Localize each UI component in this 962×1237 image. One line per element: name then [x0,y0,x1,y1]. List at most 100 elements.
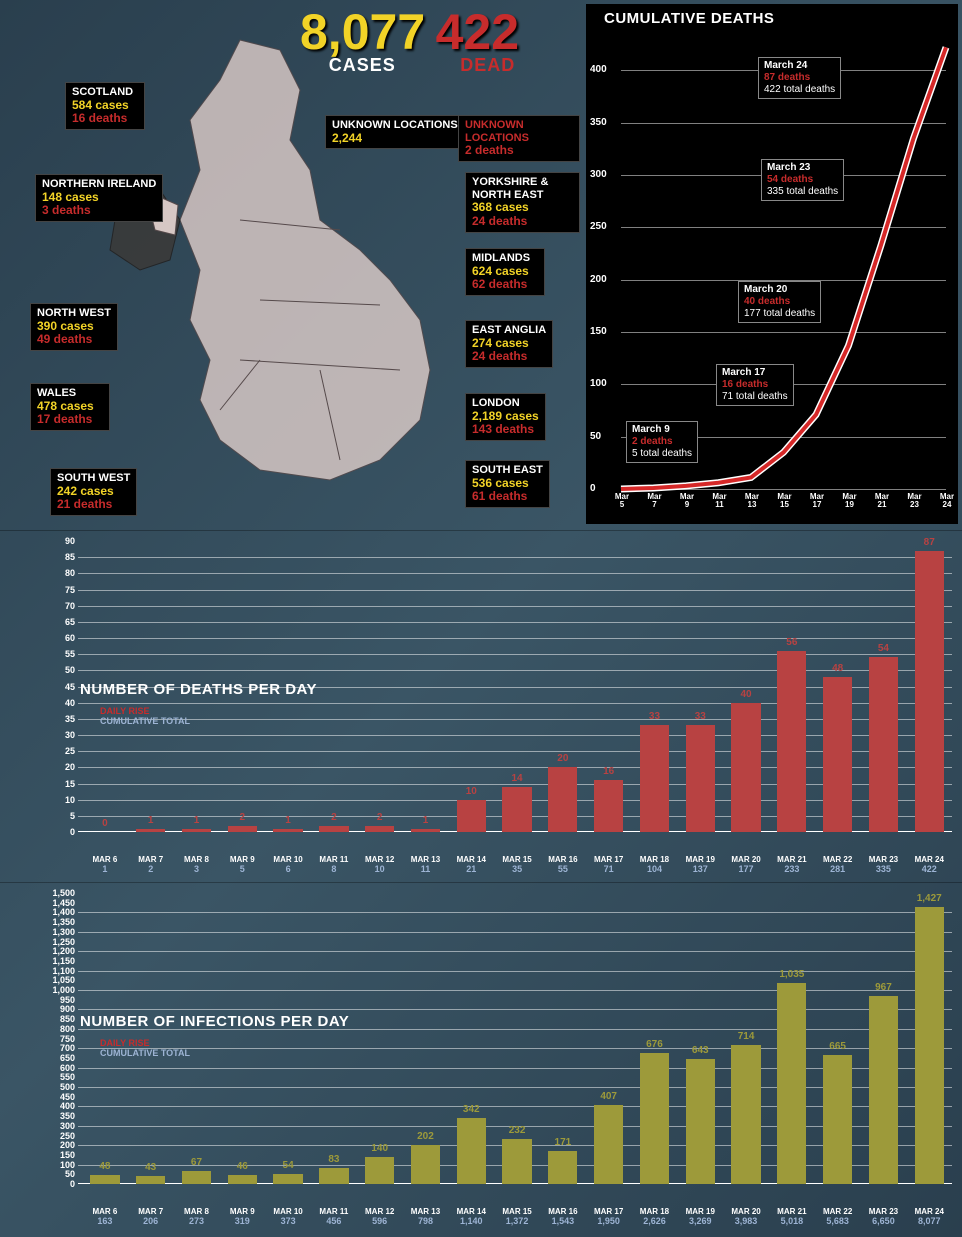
x-axis-label: MAR 8273 [176,1207,218,1226]
x-axis-label: MAR 151,372 [496,1207,538,1226]
bar-column: 967 [863,893,905,1184]
x-axis-label: MAR 95 [221,855,263,874]
deaths-bar-chart: 0510152025303540455055606570758085900112… [0,530,962,882]
headline-dead-label: DEAD [460,55,515,75]
bar-value-label: 676 [646,1039,663,1050]
bar-value-label: 1 [194,815,200,826]
y-axis-label: 250 [40,1131,75,1141]
bar-column: 1 [405,541,447,832]
region-callout: SOUTH WEST242 cases21 deaths [50,468,137,516]
bar: 140 [365,1157,394,1184]
y-axis-label: 1,200 [40,946,75,956]
deaths-chart-legend: DAILY RISE CUMULATIVE TOTAL [100,706,190,726]
bar: 33 [640,725,669,832]
legend-cumulative: CUMULATIVE TOTAL [100,716,190,726]
y-axis-label: 1,400 [40,907,75,917]
y-axis-label: 50 [40,665,75,675]
bar: 967 [869,996,898,1184]
x-axis-label: MAR 19137 [679,855,721,874]
bar-column: 342 [450,893,492,1184]
y-axis-label: 15 [40,779,75,789]
y-axis-label: 5 [40,811,75,821]
bar: 714 [731,1045,760,1184]
x-axis-label: MAR 141,140 [450,1207,492,1226]
y-axis-label: 60 [40,633,75,643]
bar-value-label: 54 [878,643,889,654]
bar: 46 [228,1175,257,1184]
bar: 676 [640,1053,669,1184]
y-axis-label: 500 [40,1082,75,1092]
bar-column: 202 [405,893,447,1184]
cumulative-chart-title: CUMULATIVE DEATHS [586,4,958,29]
bar: 48 [90,1175,119,1184]
x-axis-label: MAR 118 [313,855,355,874]
bar-column: 643 [679,893,721,1184]
bar-column: 20 [542,541,584,832]
bar: 665 [823,1055,852,1184]
headline-dead: 422 [436,10,519,55]
bar-column: 1,427 [908,893,950,1184]
bar-value-label: 20 [557,753,568,764]
bar: 16 [594,780,623,832]
bar-value-label: 33 [649,711,660,722]
x-axis-label: MAR 236,650 [863,1207,905,1226]
bar-value-label: 1 [148,815,154,826]
bar-value-label: 643 [692,1045,709,1056]
bar: 342 [457,1118,486,1184]
bar-column: 54 [267,893,309,1184]
bar-value-label: 232 [509,1125,526,1136]
bar: 48 [823,677,852,832]
bar-value-label: 407 [600,1091,617,1102]
bar-column: 714 [725,893,767,1184]
bar-value-label: 54 [283,1160,294,1171]
bar-column: 83 [313,893,355,1184]
deaths-chart-title: NUMBER OF DEATHS PER DAY [80,681,317,698]
map-area: 8,077 422 CASES DEAD SCOTLAND584 cases16… [0,0,580,530]
bar: 33 [686,725,715,832]
chart-annotation: March 2487 deaths422 total deaths [758,57,841,99]
y-axis-label: 70 [40,601,75,611]
x-axis-label: MAR 13798 [405,1207,447,1226]
y-axis-label: 100 [40,1160,75,1170]
headline-cases: 8,077 [300,10,425,55]
bar-column: 33 [634,541,676,832]
bar-value-label: 2 [377,812,383,823]
x-axis-label: MAR 11456 [313,1207,355,1226]
bar-column: 10 [450,541,492,832]
y-axis-label: 55 [40,649,75,659]
x-axis-label: MAR 72 [130,855,172,874]
bar-value-label: 48 [99,1161,110,1172]
top-section: 8,077 422 CASES DEAD SCOTLAND584 cases16… [0,0,962,530]
bar-column: 54 [863,541,905,832]
region-callout: SOUTH EAST536 cases61 deaths [465,460,550,508]
x-axis-label: MAR 215,018 [771,1207,813,1226]
y-axis-label: 90 [40,536,75,546]
region-callout: MIDLANDS624 cases62 deaths [465,248,545,296]
x-axis-label: MAR 1421 [450,855,492,874]
bar-column: 140 [359,893,401,1184]
chart-annotation: March 2040 deaths177 total deaths [738,281,821,323]
bar-column: 665 [817,893,859,1184]
bar: 43 [136,1176,165,1184]
y-axis-label: 50 [40,1169,75,1179]
bar-value-label: 40 [740,689,751,700]
x-axis-label: MAR 106 [267,855,309,874]
bar-column: 87 [908,541,950,832]
bar-value-label: 48 [832,663,843,674]
legend-daily: DAILY RISE [100,706,190,716]
x-axis-label: MAR 225,683 [817,1207,859,1226]
bar: 1 [136,829,165,832]
chart-annotation: March 92 deaths5 total deaths [626,421,698,463]
bar-value-label: 2 [240,812,246,823]
bar: 1 [411,829,440,832]
y-axis-label: 400 [40,1101,75,1111]
region-callout: SCOTLAND584 cases16 deaths [65,82,145,130]
bar: 10 [457,800,486,832]
bar-column: 46 [221,893,263,1184]
x-axis-label: MAR 9319 [221,1207,263,1226]
x-axis-label: MAR 161,543 [542,1207,584,1226]
bar: 14 [502,787,531,832]
bar: 1,035 [777,983,806,1184]
region-callout: NORTHERN IRELAND148 cases3 deaths [35,174,163,222]
bar-column: 33 [679,541,721,832]
